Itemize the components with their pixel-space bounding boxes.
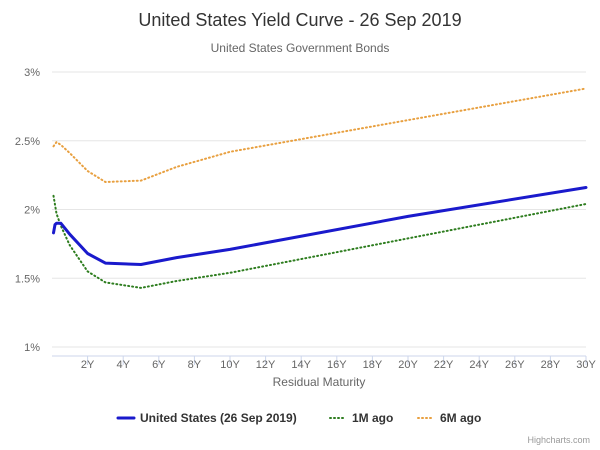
x-tick-label: 22Y [434,359,454,371]
series-line-1[interactable] [52,194,587,289]
x-tick-label: 2Y [81,359,95,371]
y-tick-label: 2.5% [15,136,40,148]
chart-subtitle: United States Government Bonds [211,41,390,55]
x-tick-label: 12Y [256,359,276,371]
grid-lines [52,71,586,348]
x-axis-title: Residual Maturity [273,375,366,389]
x-tick-label: 26Y [505,359,525,371]
x-tick-label: 24Y [469,359,489,371]
x-tick-label: 16Y [327,359,347,371]
y-tick-label: 1% [24,342,40,354]
x-tick-label: 20Y [398,359,418,371]
y-tick-label: 1.5% [15,273,40,285]
x-tick-label: 14Y [291,359,311,371]
legend[interactable]: United States (26 Sep 2019) 1M ago 6M ago [116,411,481,425]
series-lines [52,87,588,289]
chart-title: United States Yield Curve - 26 Sep 2019 [138,10,461,30]
series-line-0[interactable] [52,186,588,266]
legend-item-label[interactable]: 1M ago [352,411,393,425]
legend-item-label[interactable]: United States (26 Sep 2019) [140,411,297,425]
x-tick-label: 4Y [116,359,130,371]
x-axis-ticks: 2Y 4Y 6Y 8Y 10Y 12Y 14Y 16Y 18Y 20Y 22Y 24Y 26Y 28Y 30… [81,356,596,371]
x-tick-label: 6Y [152,359,166,371]
x-tick-label: 30Y [576,359,596,371]
credits-link[interactable]: Highcharts.com [527,435,590,445]
x-tick-label: 8Y [188,359,202,371]
x-tick-label: 10Y [220,359,240,371]
y-tick-label: 3% [24,67,40,79]
x-tick-label: 18Y [363,359,383,371]
legend-item-label[interactable]: 6M ago [440,411,481,425]
x-tick-label: 28Y [541,359,561,371]
series-line-2[interactable] [52,87,587,183]
y-axis-ticks: 1% 1.5% 2% 2.5% 3% [15,67,40,354]
y-tick-label: 2% [24,205,40,217]
